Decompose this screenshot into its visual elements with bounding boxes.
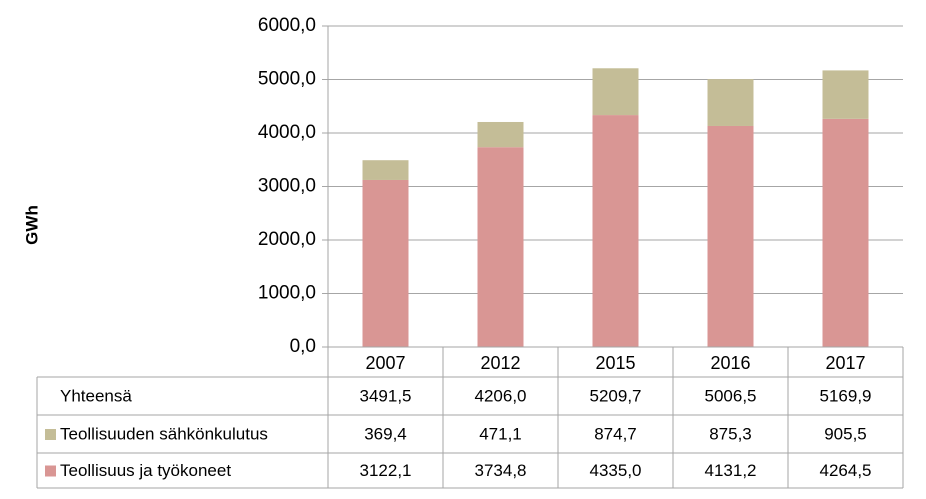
y-tick-label: 0,0 [290,336,316,357]
table-cell: 875,3 [709,424,752,443]
y-tick-label: 4000,0 [258,122,316,143]
x-tick-label: 2007 [365,353,405,373]
table-cell: 369,4 [364,424,407,443]
table-cell: 4131,2 [705,461,757,480]
bar-segment [707,79,754,126]
bar-segment [592,115,639,347]
x-tick-label: 2015 [595,353,635,373]
bar-segment [592,68,639,116]
bar-segment [822,118,869,348]
y-tick-label: 6000,0 [258,15,316,36]
bar-segment [362,179,409,347]
table-cell: 5209,7 [590,386,642,405]
table-cell: 4335,0 [590,461,642,480]
y-tick-label: 2000,0 [258,229,316,250]
table-cell: 3734,8 [475,461,527,480]
x-tick-label: 2012 [480,353,520,373]
table-row-label: Yhteensä [60,386,132,405]
y-tick-label: 1000,0 [258,283,316,304]
table-cell: 5006,5 [705,386,757,405]
table-cell: 5169,9 [820,386,872,405]
legend-swatch [45,465,56,477]
legend-label: Teollisuus ja työkoneet [60,461,231,480]
x-tick-label: 2016 [710,353,750,373]
table-cell: 905,5 [824,424,867,443]
table-cell: 3122,1 [360,461,412,480]
bar-segment [822,70,869,119]
bar-segment [477,147,524,347]
bar-segment [707,125,754,347]
y-axis-label: GWh [22,205,41,245]
legend-label: Teollisuuden sähkönkulutus [60,424,268,443]
bar-segment [362,160,409,180]
table-cell: 4264,5 [820,461,872,480]
y-tick-label: 5000,0 [258,69,316,90]
table-cell: 874,7 [594,424,637,443]
table-cell: 3491,5 [360,386,412,405]
bar-segment [477,121,524,148]
x-tick-label: 2017 [825,353,865,373]
legend-swatch [45,429,56,440]
y-tick-label: 3000,0 [258,176,316,197]
table-cell: 4206,0 [475,386,527,405]
table-cell: 471,1 [479,424,522,443]
